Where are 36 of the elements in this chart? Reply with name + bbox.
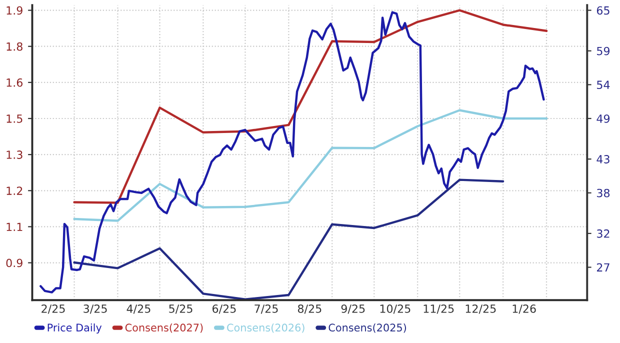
y2-tick-label: 38 xyxy=(597,188,610,198)
line-series xyxy=(73,178,504,300)
x-tick-label: 5/25 xyxy=(169,304,192,314)
y2-tick-label: 49 xyxy=(596,114,610,123)
legend-label: Consens(2026) xyxy=(227,323,304,333)
x-tick-label: 7/25 xyxy=(254,304,278,314)
legend-label: Price Daily xyxy=(48,323,102,334)
y2-tick-label: 54 xyxy=(597,80,610,90)
x-tick-label: 8/25 xyxy=(298,304,322,314)
y-tick-label: 1.5 xyxy=(6,114,22,123)
y-tick-label: 1.9 xyxy=(6,6,22,15)
y-tick-label: 1.6 xyxy=(6,78,23,87)
legend-label: Consens(2027) xyxy=(125,323,203,333)
x-tick-label: 11/25 xyxy=(424,304,454,314)
x-tick-label: 10/25 xyxy=(380,304,410,314)
y-tick-label: 1.8 xyxy=(6,42,22,51)
x-tick-label: 3/25 xyxy=(84,304,107,314)
x-tick-label: 6/25 xyxy=(212,304,236,314)
x-tick-label: 4/25 xyxy=(126,304,150,314)
y2-tick-label: 32 xyxy=(597,229,610,238)
y2-tick-label: 59 xyxy=(597,46,610,56)
y2-tick-label: 65 xyxy=(596,6,610,15)
y2-tick-label: 43 xyxy=(596,155,610,164)
y2-tick-label: 27 xyxy=(596,263,610,272)
x-tick-label: 1/26 xyxy=(512,304,536,314)
legend-label: Consens(2025) xyxy=(328,323,406,333)
x-tick-label: 2/25 xyxy=(42,304,65,314)
y-tick-label: 1.1 xyxy=(6,222,22,231)
y-tick-label: 1.2 xyxy=(6,186,22,195)
line-series xyxy=(40,11,545,294)
line-series xyxy=(73,109,548,222)
line-series xyxy=(73,9,548,204)
x-tick-label: 9/25 xyxy=(341,304,365,314)
y-tick-label: 0.9 xyxy=(6,258,22,268)
x-tick-label: 12/25 xyxy=(466,304,496,314)
y-tick-label: 1.3 xyxy=(6,150,22,159)
